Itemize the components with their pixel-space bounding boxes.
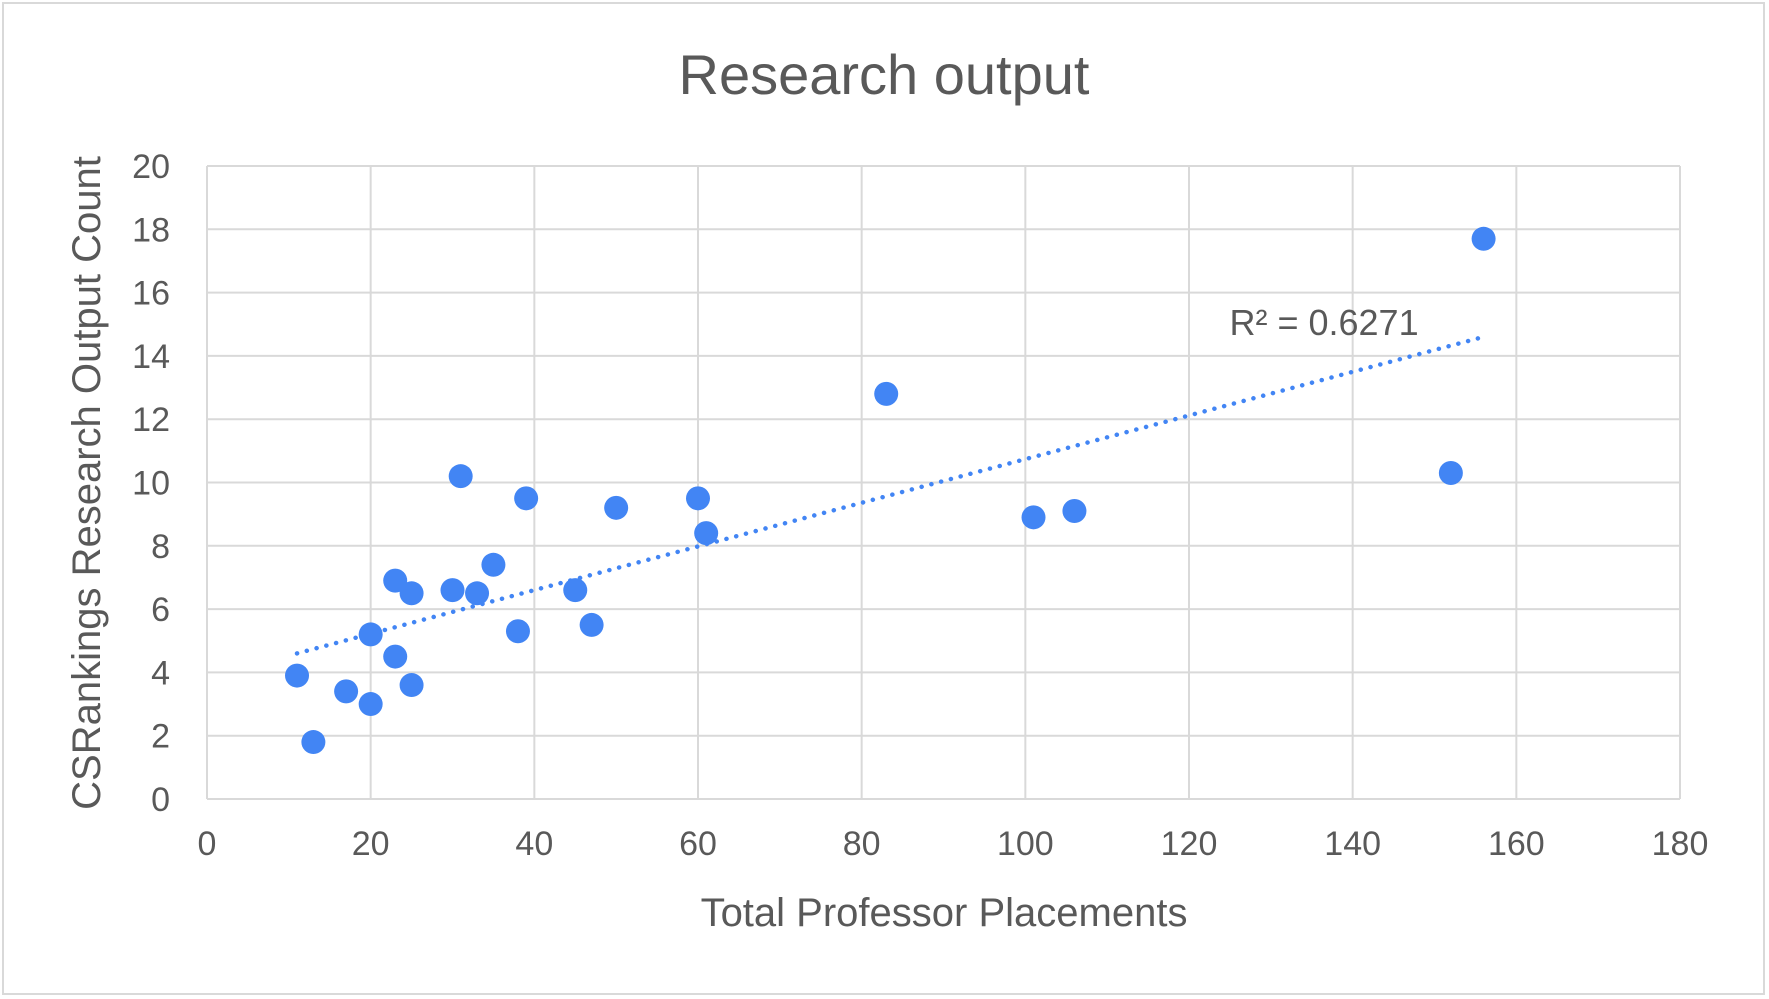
- r-squared-annotation: R² = 0.6271: [1229, 302, 1418, 343]
- y-tick-label: 4: [151, 654, 170, 692]
- data-point: [358, 692, 383, 717]
- data-point: [334, 679, 359, 704]
- x-axis-title: Total Professor Placements: [701, 891, 1188, 935]
- x-tick-label: 180: [1652, 825, 1709, 863]
- x-tick-label: 160: [1488, 825, 1545, 863]
- y-tick-label: 10: [132, 465, 170, 503]
- data-point: [383, 568, 408, 593]
- x-tick-label: 140: [1324, 825, 1381, 863]
- data-point: [874, 381, 899, 406]
- data-point: [358, 622, 383, 647]
- data-point: [399, 673, 424, 698]
- y-tick-label: 0: [151, 781, 170, 819]
- data-point: [1438, 461, 1463, 486]
- y-tick-label: 18: [132, 211, 170, 249]
- x-tick-label: 100: [997, 825, 1054, 863]
- data-point: [448, 464, 473, 489]
- data-point: [514, 486, 539, 511]
- y-tick-label: 20: [132, 148, 170, 186]
- y-tick-label: 16: [132, 275, 170, 313]
- trendline: [294, 334, 1486, 656]
- y-tick-label: 2: [151, 718, 170, 756]
- data-point: [481, 552, 506, 577]
- chart-title: Research output: [679, 43, 1090, 106]
- data-points: [285, 226, 1496, 755]
- data-point: [505, 619, 530, 644]
- data-point: [465, 581, 490, 606]
- x-tick-label: 60: [679, 825, 717, 863]
- data-point: [383, 644, 408, 669]
- x-axis-ticks: 0 20 40 60 80 100 120 140 160 180: [198, 825, 1709, 863]
- data-point: [563, 578, 588, 603]
- data-point: [579, 612, 604, 637]
- x-tick-label: 80: [843, 825, 881, 863]
- data-point: [1471, 226, 1496, 251]
- gridlines: [206, 165, 1681, 800]
- trendline-line: [294, 334, 1486, 656]
- y-axis-ticks: 0 2 4 6 8 10 12 14 16 18 20: [132, 148, 170, 819]
- y-tick-label: 12: [132, 401, 170, 439]
- x-tick-label: 20: [352, 825, 390, 863]
- data-point: [1021, 505, 1046, 530]
- data-point: [285, 663, 310, 688]
- data-point: [1062, 498, 1087, 523]
- y-tick-label: 8: [151, 528, 170, 566]
- data-point: [399, 581, 424, 606]
- data-point: [686, 486, 710, 511]
- data-point: [694, 521, 719, 546]
- x-tick-label: 0: [198, 825, 217, 863]
- data-point: [301, 730, 326, 755]
- data-point: [440, 578, 465, 603]
- y-tick-label: 14: [132, 338, 170, 376]
- y-tick-label: 6: [151, 591, 170, 629]
- y-axis-title: CSRankings Research Output Count: [65, 156, 109, 810]
- data-point: [604, 495, 629, 520]
- x-tick-label: 120: [1161, 825, 1218, 863]
- x-tick-label: 40: [515, 825, 553, 863]
